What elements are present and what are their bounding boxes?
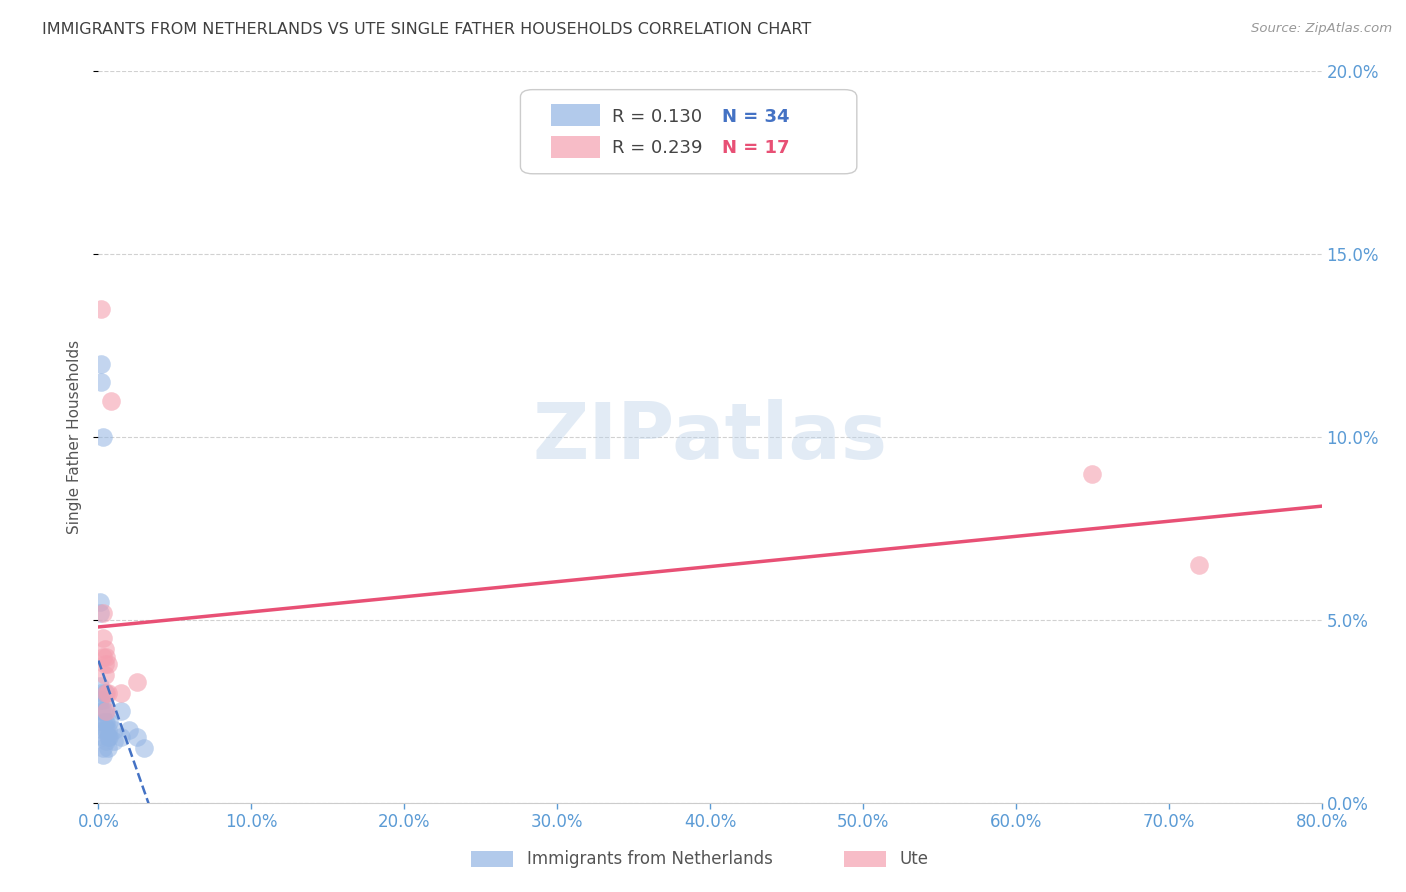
Point <box>1188 558 1211 573</box>
Point <box>91 740 114 755</box>
Bar <box>551 104 600 126</box>
FancyBboxPatch shape <box>520 90 856 174</box>
Point <box>134 740 156 755</box>
Point <box>97 723 120 737</box>
Point <box>91 632 114 646</box>
Point <box>98 730 121 744</box>
Bar <box>551 136 600 158</box>
Point <box>89 606 111 620</box>
Point <box>94 723 117 737</box>
Point <box>93 657 115 671</box>
Point <box>125 675 148 690</box>
Point <box>90 376 112 390</box>
Point <box>110 705 132 719</box>
Point <box>90 686 112 700</box>
Point <box>90 301 112 317</box>
Point <box>89 679 111 693</box>
Point <box>90 357 112 371</box>
Text: R = 0.130: R = 0.130 <box>612 108 703 126</box>
Point <box>94 649 117 664</box>
Point <box>103 733 125 747</box>
Point <box>94 733 117 747</box>
Point <box>110 730 132 744</box>
Point <box>93 667 115 681</box>
Point <box>97 730 120 744</box>
Point <box>91 748 114 763</box>
Text: IMMIGRANTS FROM NETHERLANDS VS UTE SINGLE FATHER HOUSEHOLDS CORRELATION CHART: IMMIGRANTS FROM NETHERLANDS VS UTE SINGL… <box>42 22 811 37</box>
Point <box>93 705 115 719</box>
Point <box>100 393 122 408</box>
Text: Immigrants from Netherlands: Immigrants from Netherlands <box>527 850 773 868</box>
Point <box>90 705 112 719</box>
Point <box>94 705 117 719</box>
Point <box>93 715 115 730</box>
Point <box>118 723 141 737</box>
Point <box>91 730 114 744</box>
Point <box>93 642 115 657</box>
Point <box>91 430 114 444</box>
Point <box>98 715 121 730</box>
Point <box>94 686 117 700</box>
Point <box>89 693 111 707</box>
Point <box>94 715 117 730</box>
Point <box>91 606 114 620</box>
Point <box>1081 467 1104 481</box>
Point <box>91 705 114 719</box>
Point <box>97 657 120 671</box>
Point <box>125 730 148 744</box>
Point <box>110 686 132 700</box>
Point <box>91 693 114 707</box>
Text: ZIPatlas: ZIPatlas <box>533 399 887 475</box>
Point <box>103 723 125 737</box>
Point <box>93 686 115 700</box>
Y-axis label: Single Father Households: Single Father Households <box>67 340 83 534</box>
Point <box>91 715 114 730</box>
Text: Source: ZipAtlas.com: Source: ZipAtlas.com <box>1251 22 1392 36</box>
Point <box>97 686 120 700</box>
Point <box>91 649 114 664</box>
Text: N = 17: N = 17 <box>723 139 790 157</box>
Text: N = 34: N = 34 <box>723 108 790 126</box>
Point <box>91 723 114 737</box>
Text: Ute: Ute <box>900 850 929 868</box>
Point <box>89 594 111 608</box>
Text: R = 0.239: R = 0.239 <box>612 139 703 157</box>
Point <box>97 740 120 755</box>
